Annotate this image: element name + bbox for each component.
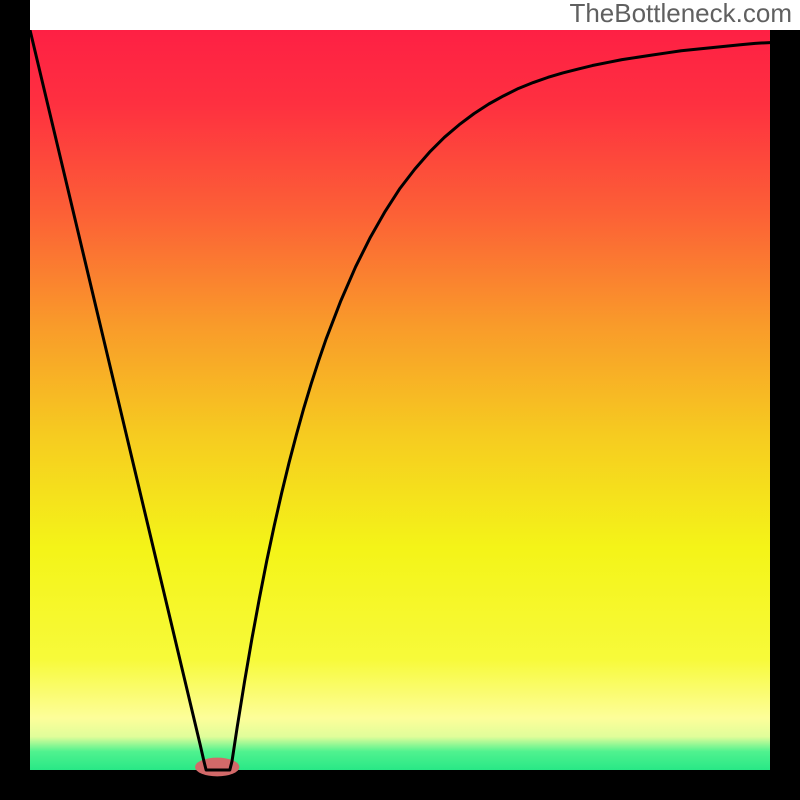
plot-area-bg <box>30 30 770 770</box>
bottleneck-chart: TheBottleneck.com <box>0 0 800 800</box>
watermark-text: TheBottleneck.com <box>569 0 792 28</box>
